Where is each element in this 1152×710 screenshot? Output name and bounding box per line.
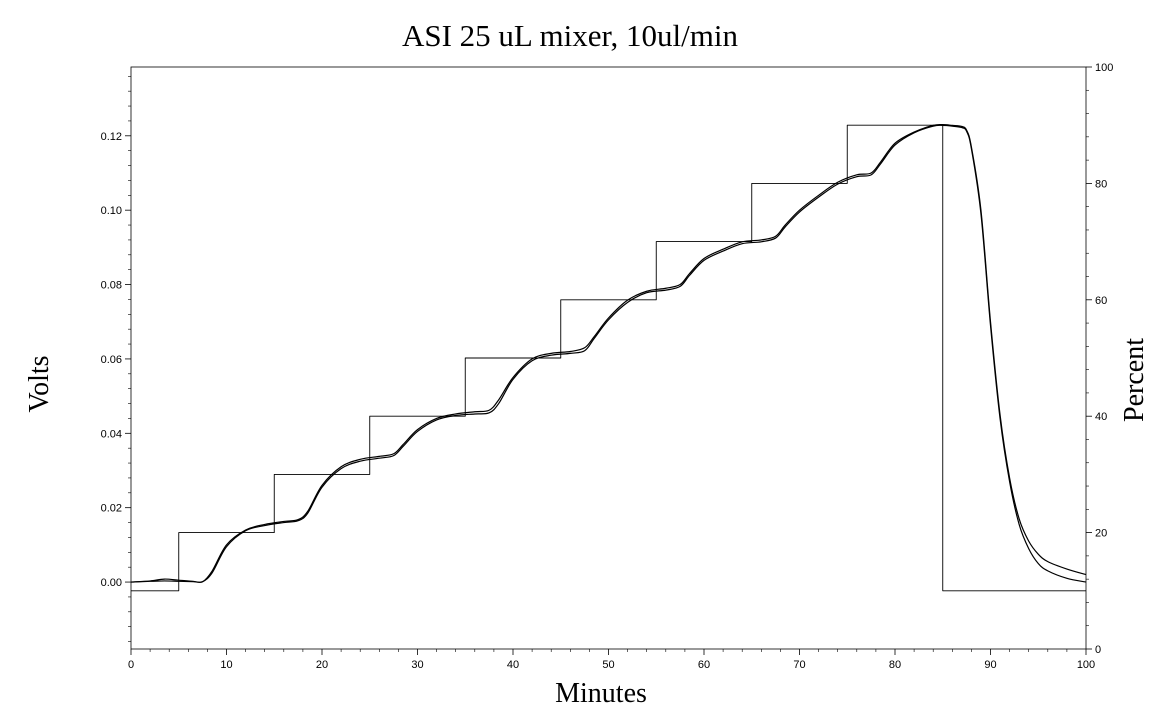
y-left-tick-label: 0.04 [101,428,122,440]
y-left-tick-label: 0.10 [101,205,122,217]
x-tick-label: 30 [411,659,423,671]
y-right-axis-ticks: 0 20 40 60 80 100 [1086,62,1113,656]
x-tick-label: 10 [220,659,232,671]
x-tick-label: 90 [984,659,996,671]
gradient-step-series [131,124,1086,592]
y-left-tick-label: 0.02 [101,503,122,515]
x-tick-label: 80 [889,659,901,671]
x-axis-label: Minutes [555,678,647,709]
y-left-axis-ticks: 0.00 0.02 0.04 0.06 0.08 0.10 0.12 [101,75,131,642]
y-right-tick-label: 80 [1095,178,1107,190]
chart-title: ASI 25 uL mixer, 10ul/min [402,18,739,53]
x-tick-label: 0 [128,659,134,671]
x-tick-label: 40 [507,659,519,671]
series-layer [130,123,1087,592]
x-tick-label: 20 [316,659,328,671]
y-right-tick-label: 100 [1095,62,1113,74]
x-tick-label: 50 [602,659,614,671]
detector-trace-2 [130,124,1087,583]
y-right-tick-label: 40 [1095,411,1107,423]
y-left-tick-label: 0.12 [101,131,122,143]
y-right-tick-label: 0 [1095,644,1101,656]
x-tick-label: 60 [698,659,710,671]
x-tick-label: 70 [793,659,805,671]
x-tick-label: 100 [1077,659,1095,671]
y-left-tick-label: 0.06 [101,354,122,366]
y-left-axis-label: Volts [24,355,55,412]
y-left-tick-label: 0.08 [101,280,122,292]
y-right-tick-label: 60 [1095,295,1107,307]
y-left-tick-label: 0.00 [101,577,122,589]
y-right-tick-label: 20 [1095,528,1107,540]
x-axis-ticks: 0 10 20 30 40 50 60 70 80 90 100 [128,649,1095,671]
y-right-axis-label: Percent [1119,338,1150,422]
